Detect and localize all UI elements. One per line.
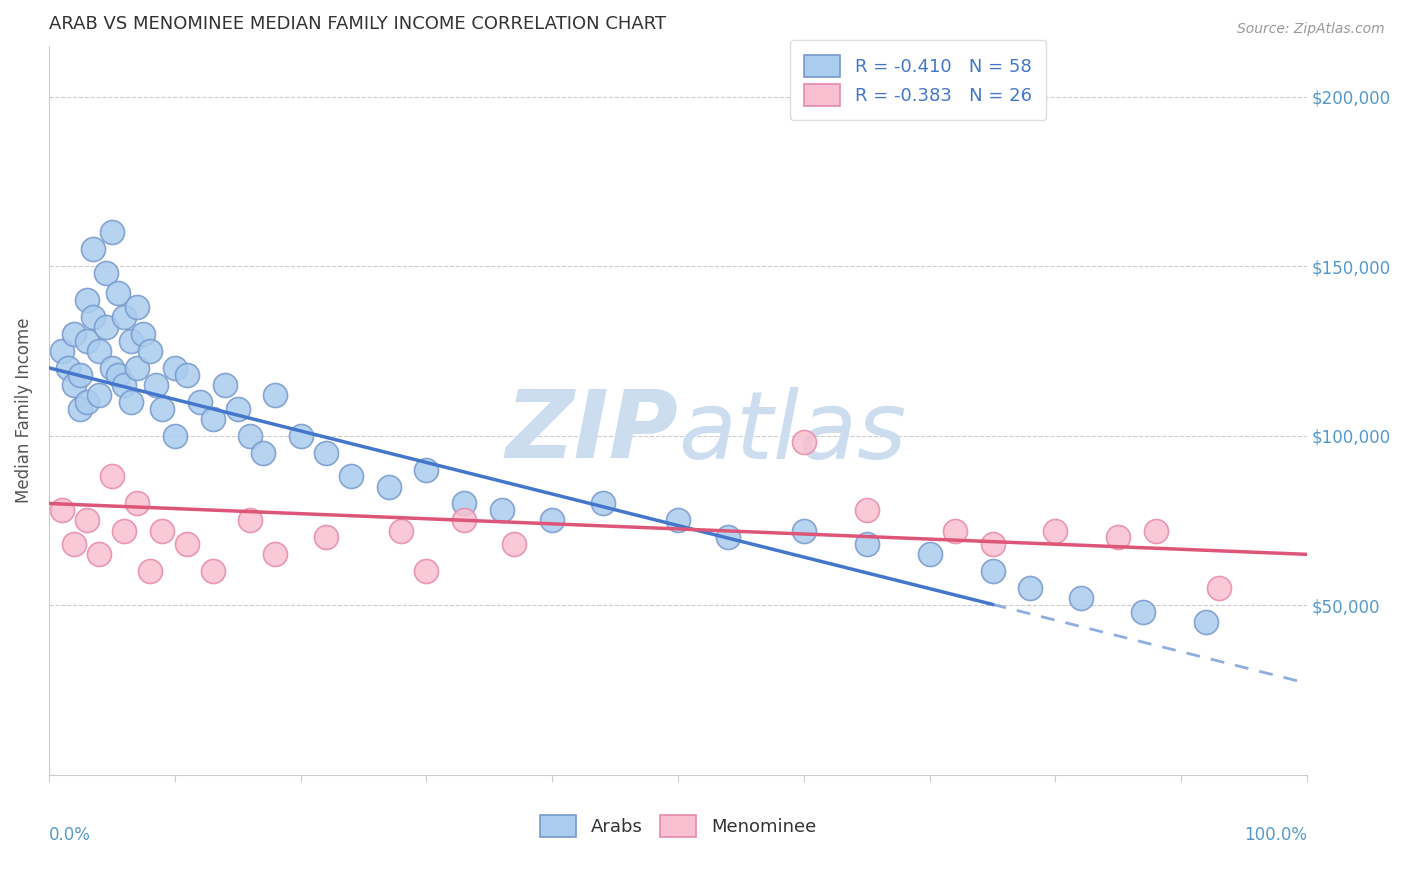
Point [415, 462, 437, 476]
Point [94, 320, 117, 334]
Point [63, 537, 86, 551]
Text: 100.0%: 100.0% [1244, 826, 1308, 844]
Point [252, 445, 274, 459]
Point [114, 310, 136, 324]
Text: ZIP: ZIP [505, 386, 678, 478]
Point [51, 503, 73, 517]
Point [89, 547, 111, 561]
Point [145, 377, 167, 392]
Point [150, 401, 173, 416]
Point [107, 286, 129, 301]
Point [114, 377, 136, 392]
Point [82, 242, 104, 256]
Point [107, 368, 129, 382]
Point [239, 513, 262, 527]
Point [981, 537, 1004, 551]
Point [150, 524, 173, 538]
Point [1195, 615, 1218, 630]
Legend: Arabs, Menominee: Arabs, Menominee [531, 805, 825, 846]
Point [125, 496, 148, 510]
Point [918, 547, 941, 561]
Point [793, 435, 815, 450]
Point [1019, 582, 1042, 596]
Point [1045, 524, 1067, 538]
Point [239, 428, 262, 442]
Point [1208, 582, 1230, 596]
Point [89, 388, 111, 402]
Point [176, 537, 198, 551]
Y-axis label: Median Family Income: Median Family Income [15, 318, 32, 503]
Point [592, 496, 614, 510]
Point [453, 496, 475, 510]
Point [793, 524, 815, 538]
Point [163, 360, 186, 375]
Point [76, 513, 98, 527]
Point [132, 326, 155, 341]
Point [214, 377, 236, 392]
Point [101, 469, 124, 483]
Point [264, 547, 287, 561]
Point [125, 360, 148, 375]
Point [76, 334, 98, 348]
Point [69, 368, 91, 382]
Point [56, 360, 79, 375]
Point [89, 343, 111, 358]
Point [855, 537, 877, 551]
Text: 0.0%: 0.0% [49, 826, 91, 844]
Point [51, 343, 73, 358]
Point [69, 401, 91, 416]
Text: atlas: atlas [678, 386, 907, 477]
Point [201, 411, 224, 425]
Point [1132, 605, 1154, 619]
Point [76, 293, 98, 307]
Point [226, 401, 249, 416]
Point [389, 524, 412, 538]
Point [491, 503, 513, 517]
Point [264, 388, 287, 402]
Point [114, 524, 136, 538]
Point [1144, 524, 1167, 538]
Point [101, 360, 124, 375]
Point [290, 428, 312, 442]
Point [377, 479, 399, 493]
Point [453, 513, 475, 527]
Point [981, 564, 1004, 578]
Point [201, 564, 224, 578]
Point [1070, 591, 1092, 606]
Text: ARAB VS MENOMINEE MEDIAN FAMILY INCOME CORRELATION CHART: ARAB VS MENOMINEE MEDIAN FAMILY INCOME C… [49, 15, 666, 33]
Point [315, 445, 337, 459]
Point [340, 469, 363, 483]
Text: Source: ZipAtlas.com: Source: ZipAtlas.com [1237, 22, 1385, 37]
Point [666, 513, 689, 527]
Point [120, 394, 142, 409]
Point [101, 225, 124, 239]
Point [1107, 530, 1129, 544]
Point [63, 377, 86, 392]
Point [82, 310, 104, 324]
Point [855, 503, 877, 517]
Point [125, 300, 148, 314]
Point [138, 343, 160, 358]
Point [176, 368, 198, 382]
Point [503, 537, 526, 551]
Point [94, 266, 117, 280]
Point [63, 326, 86, 341]
Point [163, 428, 186, 442]
Point [415, 564, 437, 578]
Point [138, 564, 160, 578]
Point [717, 530, 740, 544]
Point [315, 530, 337, 544]
Point [188, 394, 211, 409]
Point [76, 394, 98, 409]
Point [120, 334, 142, 348]
Point [943, 524, 966, 538]
Point [541, 513, 564, 527]
